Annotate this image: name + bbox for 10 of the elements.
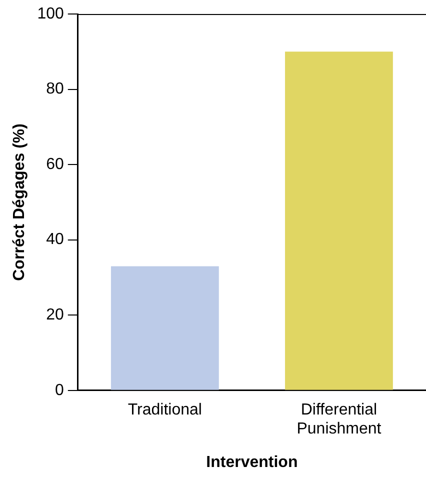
y-tick-label: 60 <box>46 156 64 173</box>
y-axis-title: Corréct Dégages (%) <box>11 124 28 281</box>
y-tick-label: 0 <box>54 382 64 399</box>
x-tick-label: Differential Punishment <box>296 401 382 438</box>
y-tick-label: 100 <box>37 5 64 22</box>
y-tick-label: 20 <box>46 306 64 324</box>
x-axis-title: Intervention <box>206 454 298 471</box>
y-tick-label: 40 <box>46 231 64 248</box>
y-tick-label: 80 <box>46 80 64 98</box>
x-tick-label: Traditional <box>128 401 202 418</box>
